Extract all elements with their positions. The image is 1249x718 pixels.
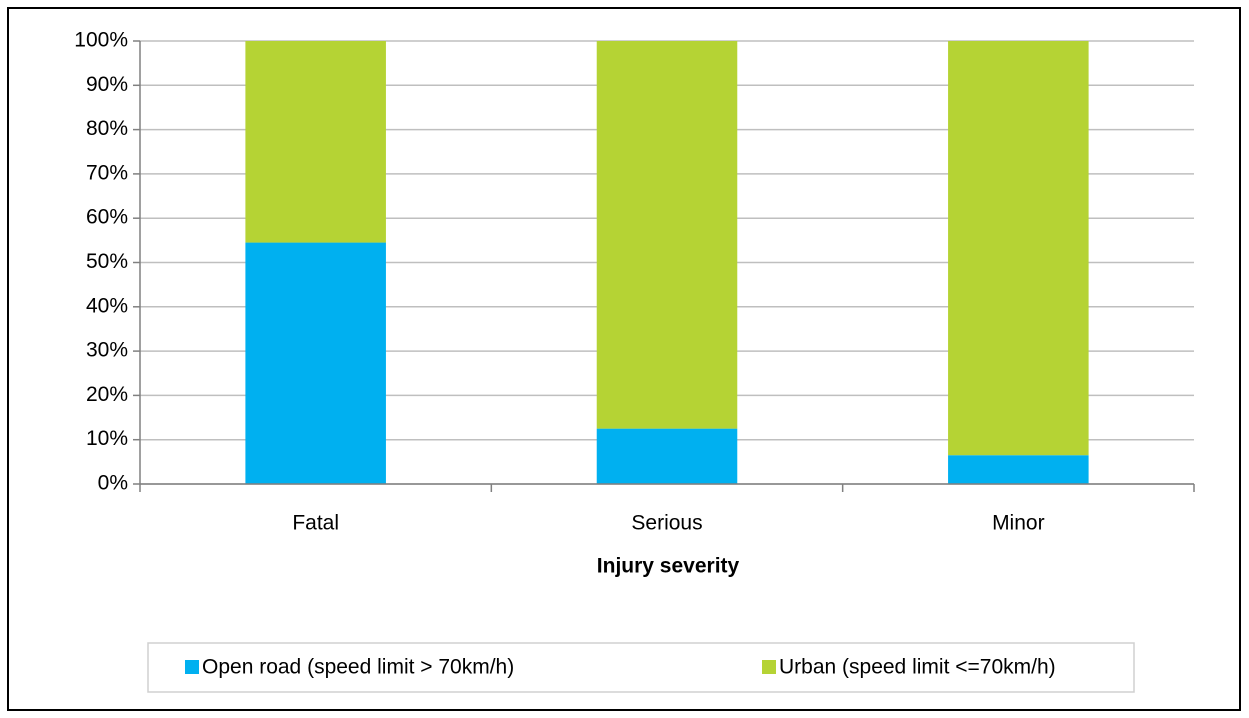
bar-segment: [948, 41, 1089, 456]
y-tick-label: 50%: [86, 250, 128, 273]
y-tick-label: 20%: [86, 383, 128, 406]
legend-swatch: [762, 660, 776, 674]
legend-label: Open road (speed limit > 70km/h): [202, 656, 514, 679]
y-tick-label: 40%: [86, 294, 128, 317]
y-tick-label: 100%: [74, 29, 128, 52]
legend-box: [147, 642, 1135, 693]
y-tick-label: 10%: [86, 427, 128, 450]
y-tick-label: 60%: [86, 206, 128, 229]
y-tick-label: 0%: [98, 472, 128, 495]
bar-segment: [596, 428, 738, 484]
x-axis-title: Injury severity: [597, 555, 740, 578]
x-tick-label: Fatal: [292, 512, 339, 535]
y-tick-label: 70%: [86, 161, 128, 184]
y-tick-label: 30%: [86, 339, 128, 362]
legend-swatch: [185, 660, 199, 674]
bar-segment: [948, 455, 1089, 484]
x-tick-label: Serious: [631, 512, 702, 535]
y-tick-label: 80%: [86, 117, 128, 140]
bar-segment: [245, 242, 386, 484]
y-tick-label: 90%: [86, 73, 128, 96]
bar-segment: [245, 41, 386, 243]
bar-segment: [596, 41, 738, 429]
x-tick-label: Minor: [992, 512, 1045, 535]
legend-label: Urban (speed limit <=70km/h): [779, 656, 1056, 679]
